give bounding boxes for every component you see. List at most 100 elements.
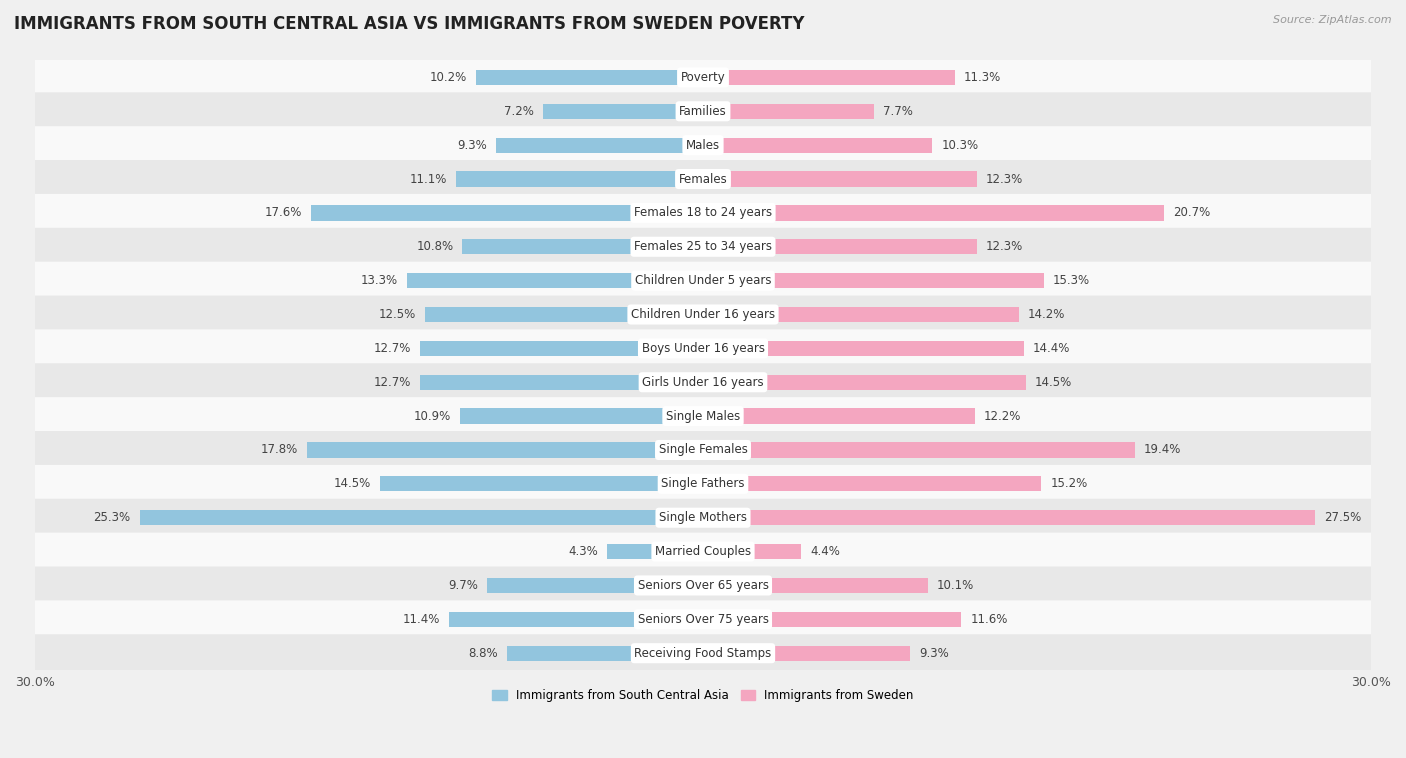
Text: Children Under 16 years: Children Under 16 years [631,308,775,321]
Text: Females 25 to 34 years: Females 25 to 34 years [634,240,772,253]
FancyBboxPatch shape [31,92,1375,130]
Text: 11.6%: 11.6% [970,612,1008,626]
Text: 12.3%: 12.3% [986,240,1024,253]
Text: 7.2%: 7.2% [503,105,534,117]
Bar [463,239,703,255]
Text: 15.3%: 15.3% [1053,274,1090,287]
Legend: Immigrants from South Central Asia, Immigrants from Sweden: Immigrants from South Central Asia, Immi… [488,684,918,707]
Text: Single Females: Single Females [658,443,748,456]
FancyBboxPatch shape [31,431,1375,469]
Text: 12.7%: 12.7% [374,342,412,355]
Text: Single Mothers: Single Mothers [659,511,747,525]
Bar [449,612,703,627]
Text: 4.4%: 4.4% [810,545,839,558]
FancyBboxPatch shape [31,499,1375,537]
Bar [307,443,703,458]
Bar [703,171,977,186]
Bar [703,239,977,255]
Text: 4.3%: 4.3% [568,545,599,558]
Bar [380,476,703,491]
Text: Males: Males [686,139,720,152]
Text: 10.8%: 10.8% [416,240,454,253]
Text: 14.5%: 14.5% [335,478,371,490]
FancyBboxPatch shape [31,397,1375,435]
Text: 20.7%: 20.7% [1173,206,1211,219]
FancyBboxPatch shape [31,363,1375,401]
Bar [425,307,703,322]
FancyBboxPatch shape [31,262,1375,299]
Text: Seniors Over 75 years: Seniors Over 75 years [637,612,769,626]
Bar [486,578,703,593]
Text: Poverty: Poverty [681,71,725,84]
Text: 25.3%: 25.3% [94,511,131,525]
Text: 12.2%: 12.2% [984,409,1021,423]
Text: Families: Families [679,105,727,117]
Bar [703,510,1316,525]
Bar [460,409,703,424]
Text: Seniors Over 65 years: Seniors Over 65 years [637,579,769,592]
Text: 17.8%: 17.8% [260,443,298,456]
FancyBboxPatch shape [31,465,1375,503]
Bar [475,70,703,85]
Text: 9.3%: 9.3% [920,647,949,659]
Text: Females: Females [679,173,727,186]
FancyBboxPatch shape [31,600,1375,638]
FancyBboxPatch shape [31,330,1375,368]
FancyBboxPatch shape [31,634,1375,672]
FancyBboxPatch shape [31,566,1375,604]
Bar [456,171,703,186]
Text: 11.1%: 11.1% [409,173,447,186]
FancyBboxPatch shape [31,296,1375,334]
Bar [703,443,1135,458]
Text: 11.4%: 11.4% [404,612,440,626]
Bar [420,341,703,356]
Text: 11.3%: 11.3% [963,71,1001,84]
Bar [508,646,703,661]
FancyBboxPatch shape [31,228,1375,266]
Bar [406,273,703,288]
Bar [139,510,703,525]
Text: Females 18 to 24 years: Females 18 to 24 years [634,206,772,219]
FancyBboxPatch shape [31,58,1375,96]
Bar [703,544,801,559]
Text: 9.7%: 9.7% [449,579,478,592]
Text: 13.3%: 13.3% [361,274,398,287]
Bar [703,205,1164,221]
Text: 10.9%: 10.9% [415,409,451,423]
Bar [607,544,703,559]
Bar [703,646,910,661]
Text: Boys Under 16 years: Boys Under 16 years [641,342,765,355]
Text: 12.7%: 12.7% [374,376,412,389]
Text: 14.5%: 14.5% [1035,376,1071,389]
Text: 10.1%: 10.1% [936,579,974,592]
Bar [703,612,962,627]
Text: 9.3%: 9.3% [457,139,486,152]
Text: 27.5%: 27.5% [1324,511,1361,525]
Text: 17.6%: 17.6% [264,206,302,219]
Bar [703,578,928,593]
Text: 7.7%: 7.7% [883,105,914,117]
Text: 10.3%: 10.3% [941,139,979,152]
Text: 12.5%: 12.5% [378,308,416,321]
Text: 8.8%: 8.8% [468,647,498,659]
Bar [311,205,703,221]
Text: 12.3%: 12.3% [986,173,1024,186]
Bar [703,374,1026,390]
Bar [543,104,703,119]
Text: Receiving Food Stamps: Receiving Food Stamps [634,647,772,659]
Text: Children Under 5 years: Children Under 5 years [634,274,772,287]
Bar [703,409,974,424]
Bar [703,104,875,119]
Bar [703,137,932,153]
FancyBboxPatch shape [31,126,1375,164]
Text: Girls Under 16 years: Girls Under 16 years [643,376,763,389]
Bar [703,341,1024,356]
Text: Single Fathers: Single Fathers [661,478,745,490]
FancyBboxPatch shape [31,194,1375,232]
Text: IMMIGRANTS FROM SOUTH CENTRAL ASIA VS IMMIGRANTS FROM SWEDEN POVERTY: IMMIGRANTS FROM SOUTH CENTRAL ASIA VS IM… [14,15,804,33]
Bar [496,137,703,153]
Bar [703,307,1019,322]
Text: 14.2%: 14.2% [1028,308,1066,321]
Text: 10.2%: 10.2% [430,71,467,84]
Text: Source: ZipAtlas.com: Source: ZipAtlas.com [1274,15,1392,25]
